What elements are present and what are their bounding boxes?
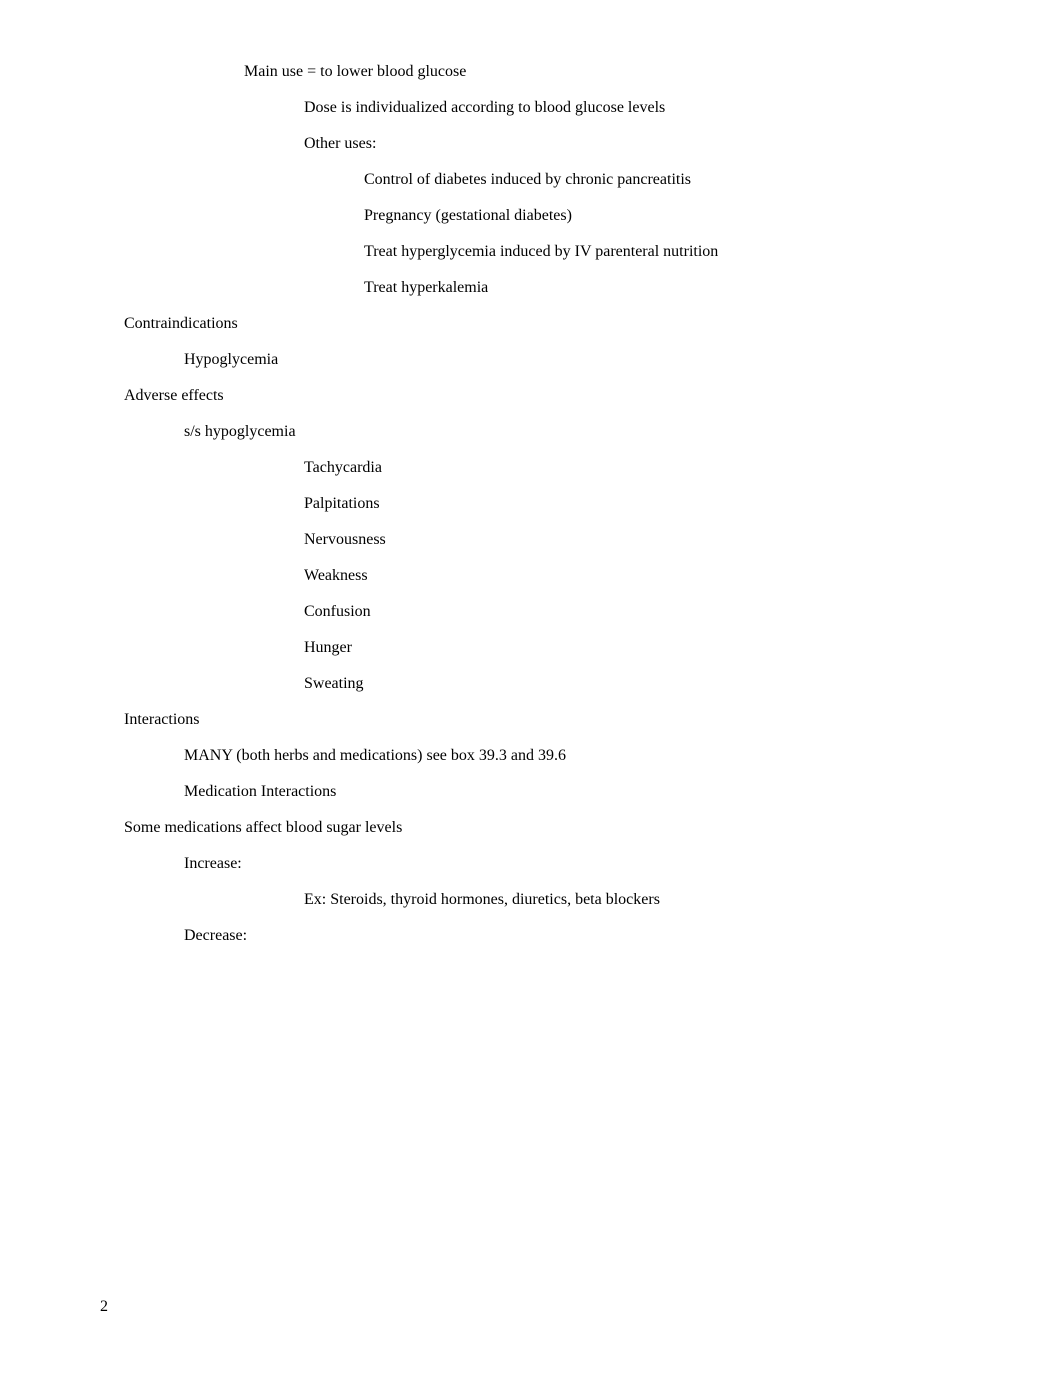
list-item: Hypoglycemia [160, 348, 972, 372]
list-item: Hunger [280, 636, 972, 660]
list-item: Increase: [160, 852, 972, 876]
list-item-text: Ex: Steroids, thyroid hormones, diuretic… [304, 888, 972, 912]
outline-list: Main use = to lower blood glucose Dose is… [100, 60, 972, 948]
document-page: Main use = to lower blood glucose Dose is… [0, 0, 1062, 1376]
list-item: Interactions [100, 708, 972, 732]
list-item: Medication Interactions [160, 780, 972, 804]
list-item: Pregnancy (gestational diabetes) [340, 204, 972, 228]
list-item: Ex: Steroids, thyroid hormones, diuretic… [280, 888, 972, 912]
list-item: Main use = to lower blood glucose [220, 60, 972, 84]
list-item: Contraindications [100, 312, 972, 336]
list-item: Weakness [280, 564, 972, 588]
list-item-text: Increase: [184, 852, 972, 876]
list-item-text: Tachycardia [304, 456, 972, 480]
list-item-text: Main use = to lower blood glucose [244, 60, 972, 84]
list-item-text: Confusion [304, 600, 972, 624]
list-item-text: Control of diabetes induced by chronic p… [364, 168, 972, 192]
list-item: Treat hyperglycemia induced by IV parent… [340, 240, 972, 264]
list-item-text: Other uses: [304, 132, 972, 156]
list-item-text: Weakness [304, 564, 972, 588]
list-item-text: Pregnancy (gestational diabetes) [364, 204, 972, 228]
list-item-text: Palpitations [304, 492, 972, 516]
list-item-text: Treat hyperkalemia [364, 276, 972, 300]
list-item-text: Hypoglycemia [184, 348, 972, 372]
list-item-text: s/s hypoglycemia [184, 420, 972, 444]
list-item-text: Treat hyperglycemia induced by IV parent… [364, 240, 972, 264]
list-item-text: Some medications affect blood sugar leve… [124, 816, 972, 840]
list-item: Dose is individualized according to bloo… [280, 96, 972, 120]
list-item: Adverse effects [100, 384, 972, 408]
list-item-text: Dose is individualized according to bloo… [304, 96, 972, 120]
list-item-text: Decrease: [184, 924, 972, 948]
list-item: MANY (both herbs and medications) see bo… [160, 744, 972, 768]
list-item-text: Adverse effects [124, 384, 972, 408]
list-item: Tachycardia [280, 456, 972, 480]
list-item-text: Sweating [304, 672, 972, 696]
list-item: Decrease: [160, 924, 972, 948]
list-item: Palpitations [280, 492, 972, 516]
list-item-text: Contraindications [124, 312, 972, 336]
list-item: Confusion [280, 600, 972, 624]
list-item: Some medications affect blood sugar leve… [100, 816, 972, 840]
list-item: Control of diabetes induced by chronic p… [340, 168, 972, 192]
list-item-text: MANY (both herbs and medications) see bo… [184, 744, 972, 768]
list-item: Other uses: [280, 132, 972, 156]
list-item-text: Interactions [124, 708, 972, 732]
list-item-text: Nervousness [304, 528, 972, 552]
list-item: s/s hypoglycemia [160, 420, 972, 444]
list-item-text: Hunger [304, 636, 972, 660]
list-item-text: Medication Interactions [184, 780, 972, 804]
list-item: Treat hyperkalemia [340, 276, 972, 300]
list-item: Sweating [280, 672, 972, 696]
list-item: Nervousness [280, 528, 972, 552]
page-number: 2 [100, 1298, 108, 1316]
